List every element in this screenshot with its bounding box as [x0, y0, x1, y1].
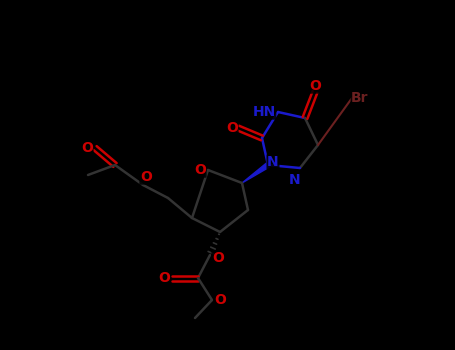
Text: O: O — [194, 163, 206, 177]
Text: N: N — [267, 155, 279, 169]
Text: O: O — [212, 251, 224, 265]
Text: N: N — [289, 173, 301, 187]
Text: O: O — [226, 121, 238, 135]
Text: O: O — [214, 293, 226, 307]
Text: O: O — [158, 271, 170, 285]
Text: O: O — [81, 141, 93, 155]
Text: O: O — [140, 170, 152, 184]
Text: HN: HN — [253, 105, 276, 119]
Text: Br: Br — [351, 91, 369, 105]
Text: O: O — [309, 79, 321, 93]
Polygon shape — [242, 163, 269, 183]
